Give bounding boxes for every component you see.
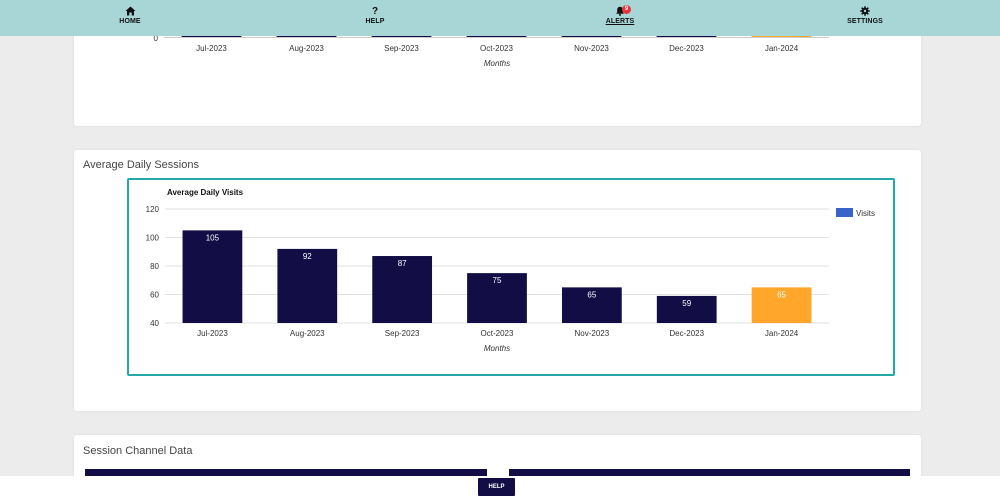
y-tick-label: 120 bbox=[146, 205, 160, 214]
x-tick-label: Jul-2023 bbox=[196, 44, 227, 53]
chart-legend[interactable]: Visits bbox=[836, 208, 875, 218]
y-tick-label: 40 bbox=[150, 319, 159, 328]
top-chart-x-axis-label: Months bbox=[484, 59, 510, 68]
nav-alerts[interactable]: 9 ALERTS bbox=[580, 5, 660, 26]
alerts-count-badge: 9 bbox=[622, 5, 631, 14]
nav-help[interactable]: ? HELP bbox=[335, 6, 415, 26]
top-chart: Jul-2023 Aug-2023 Sep-2023 Oct-2023 Nov-2023… bbox=[154, 34, 829, 68]
top-nav: HOME ? HELP 9 ALERTS SETTINGS bbox=[0, 0, 1000, 36]
average-daily-sessions-card: Average Daily Sessions Average Daily Vis… bbox=[74, 150, 921, 411]
x-tick-label: Aug-2023 bbox=[289, 44, 324, 53]
bar-value-label: 65 bbox=[587, 290, 596, 299]
bar[interactable] bbox=[656, 295, 717, 323]
bar[interactable] bbox=[372, 256, 433, 323]
nav-help-label: HELP bbox=[365, 18, 385, 25]
bar[interactable] bbox=[751, 287, 812, 323]
channel-bar-left bbox=[85, 469, 487, 477]
x-tick-label: Sep-2023 bbox=[384, 44, 419, 53]
chart-frame: Average Daily Visits 40 60 80 100 120 105 92 8… bbox=[127, 178, 895, 376]
nav-home-label: HOME bbox=[119, 18, 141, 25]
chart-x-ticks: Jul-2023 Aug-2023 Sep-2023 Oct-2023 Nov-2023… bbox=[197, 329, 799, 338]
help-button[interactable]: HELP bbox=[478, 478, 515, 496]
bar-value-label: 87 bbox=[398, 259, 407, 268]
y-tick-label: 80 bbox=[150, 262, 159, 271]
bar-value-label: 59 bbox=[682, 299, 691, 308]
x-tick-label: Oct-2023 bbox=[480, 44, 513, 53]
chart-x-axis-label: Months bbox=[484, 344, 510, 353]
x-tick-label: Sep-2023 bbox=[385, 329, 420, 338]
x-tick-label: Dec-2023 bbox=[669, 44, 704, 53]
legend-label: Visits bbox=[856, 209, 875, 218]
bar-value-label: 105 bbox=[206, 233, 220, 242]
x-tick-label: Jan-2024 bbox=[765, 44, 799, 53]
nav-settings[interactable]: SETTINGS bbox=[825, 6, 905, 26]
x-tick-label: Aug-2023 bbox=[290, 329, 325, 338]
bar[interactable] bbox=[561, 287, 622, 323]
average-daily-visits-chart: Average Daily Visits 40 60 80 100 120 105 92 8… bbox=[146, 188, 875, 353]
bell-icon bbox=[580, 6, 660, 17]
nav-alerts-label: ALERTS bbox=[605, 18, 635, 25]
bar[interactable] bbox=[277, 248, 338, 323]
bar-value-label: 75 bbox=[493, 276, 502, 285]
bar-value-label: 92 bbox=[303, 252, 312, 261]
x-tick-label: Nov-2023 bbox=[574, 44, 609, 53]
legend-swatch bbox=[836, 208, 853, 217]
bar[interactable] bbox=[467, 273, 527, 323]
bar[interactable] bbox=[182, 230, 243, 323]
channel-bar-right bbox=[509, 469, 910, 477]
card-title: Average Daily Sessions bbox=[83, 159, 199, 171]
x-tick-label: Oct-2023 bbox=[481, 329, 514, 338]
bar-value-label: 65 bbox=[777, 290, 786, 299]
chart-title: Average Daily Visits bbox=[167, 188, 244, 197]
x-tick-label: Jan-2024 bbox=[765, 329, 799, 338]
nav-home[interactable]: HOME bbox=[90, 6, 170, 26]
y-tick-label: 60 bbox=[150, 291, 159, 300]
y-tick-label: 100 bbox=[146, 234, 160, 243]
question-icon: ? bbox=[371, 6, 379, 17]
x-tick-label: Nov-2023 bbox=[575, 329, 610, 338]
top-chart-y-tick: 0 bbox=[154, 34, 159, 43]
x-tick-label: Dec-2023 bbox=[669, 329, 704, 338]
home-icon bbox=[90, 6, 170, 17]
x-tick-label: Jul-2023 bbox=[197, 329, 228, 338]
chart-bars: 105 92 87 75 65 59 65 bbox=[182, 230, 812, 323]
nav-settings-label: SETTINGS bbox=[847, 18, 883, 25]
card-title: Session Channel Data bbox=[83, 445, 193, 457]
gear-icon bbox=[825, 6, 905, 17]
